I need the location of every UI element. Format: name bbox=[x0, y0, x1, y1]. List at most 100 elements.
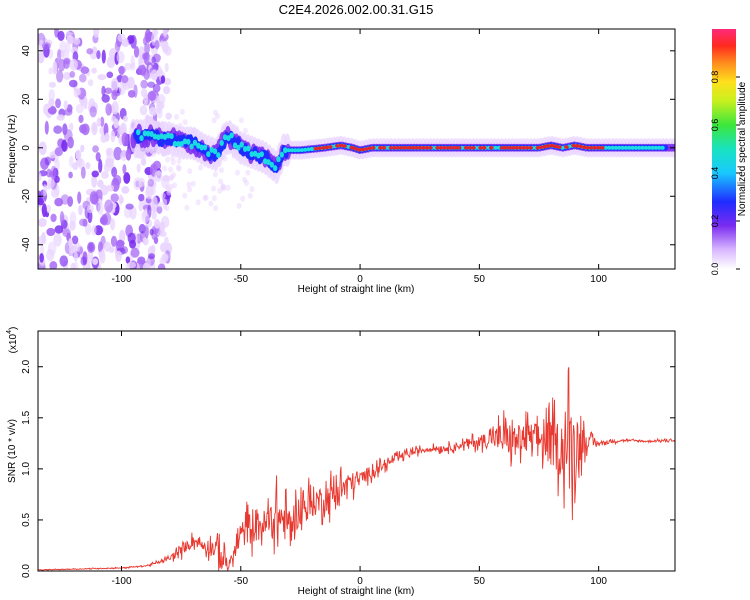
spectrogram-core bbox=[156, 134, 161, 141]
spectrogram-peak bbox=[453, 145, 458, 150]
spectrogram-noise-blob bbox=[91, 224, 97, 236]
x-tick-label: 0 bbox=[357, 576, 363, 587]
spectrogram-core bbox=[299, 148, 305, 153]
spectrogram-noise-blob bbox=[67, 196, 74, 207]
spectrogram-noise-blob bbox=[52, 61, 58, 75]
spectrogram-noise-blob bbox=[120, 150, 128, 162]
spectrogram-noise-blob bbox=[179, 108, 185, 115]
spectrogram-noise-blob bbox=[156, 169, 162, 176]
spectrogram-noise-blob bbox=[89, 106, 97, 118]
spectrogram-peak bbox=[367, 146, 373, 151]
spectrogram-noise-blob bbox=[54, 147, 64, 157]
spectrogram-noise-blob bbox=[133, 177, 142, 191]
spectrogram-peak bbox=[381, 145, 387, 150]
spectrogram-noise-blob bbox=[140, 79, 148, 89]
spectrogram-core bbox=[289, 148, 295, 153]
spectrogram-noise-blob bbox=[95, 152, 101, 162]
spectrogram-noise-blob bbox=[124, 62, 132, 71]
spectrogram-peak bbox=[546, 144, 551, 148]
spectrogram-noise-blob bbox=[38, 197, 44, 206]
spectrogram-noise-blob bbox=[164, 184, 170, 191]
x-tick-label: -50 bbox=[234, 274, 249, 285]
spectrogram-core bbox=[159, 133, 164, 140]
spectrogram-noise-blob bbox=[48, 88, 55, 102]
spectrogram-noise-blob bbox=[115, 240, 125, 247]
spectrogram-peak bbox=[377, 145, 383, 150]
spectrogram-noise-blob bbox=[55, 98, 61, 109]
spectrogram-peak bbox=[356, 148, 362, 152]
spectrogram-peak bbox=[564, 145, 569, 149]
spectrogram-core bbox=[149, 131, 154, 138]
spectrogram-noise-blob bbox=[156, 205, 163, 214]
spectrogram-noise-blob bbox=[59, 211, 65, 225]
spectrogram-noise-blob bbox=[126, 76, 135, 89]
spectrogram-core bbox=[209, 146, 214, 153]
spectrogram-peak bbox=[313, 146, 319, 151]
spectrogram-noise-blob bbox=[203, 194, 209, 201]
snr-y-multiplier-exp: 4 bbox=[6, 330, 13, 334]
spectrogram-noise-blob bbox=[118, 194, 123, 205]
spectrogram-noise-blob bbox=[111, 166, 118, 178]
spectrogram-core bbox=[202, 144, 208, 151]
spectrogram-core bbox=[603, 145, 609, 150]
spectrogram-noise-blob bbox=[124, 38, 129, 46]
spectrogram-noise-blob bbox=[38, 141, 47, 156]
spectrogram-noise-blob bbox=[162, 29, 168, 36]
x-tick-label: -100 bbox=[111, 576, 131, 587]
spectrogram-core bbox=[189, 143, 194, 150]
spectrogram-noise-blob bbox=[119, 229, 126, 243]
spectrogram-core bbox=[647, 145, 652, 150]
snr-series-line bbox=[38, 367, 675, 571]
spectrogram-noise-blob bbox=[211, 195, 217, 202]
spectrogram-peak bbox=[510, 145, 516, 150]
y-tick-label: 40 bbox=[21, 45, 32, 57]
spectrogram-peak bbox=[571, 143, 577, 148]
spectrogram-noise-blob bbox=[92, 258, 99, 266]
spectrogram-noise-blob bbox=[127, 261, 136, 269]
spectrogram-noise-blob bbox=[60, 194, 70, 205]
colorbar-gradient bbox=[712, 29, 736, 269]
spectrogram-noise-blob bbox=[117, 33, 126, 43]
spectrogram-noise-blob bbox=[60, 49, 70, 61]
spectrogram-core bbox=[266, 159, 271, 166]
spectrogram-noise-blob bbox=[168, 175, 174, 182]
spectrogram-noise-blob bbox=[127, 34, 135, 44]
spectrogram-peak bbox=[488, 145, 494, 150]
spectrogram-peak bbox=[352, 146, 358, 151]
spectrogram-noise-blob bbox=[218, 167, 224, 174]
spectrogram-noise-blob bbox=[106, 71, 114, 79]
spectrogram-noise-blob bbox=[92, 145, 99, 153]
spectrogram-noise-blob bbox=[184, 204, 190, 211]
spectrogram-noise-blob bbox=[154, 40, 160, 50]
spectrogram-peak bbox=[435, 145, 441, 150]
spectrogram-noise-blob bbox=[249, 186, 255, 193]
spectrogram-peak bbox=[556, 145, 562, 149]
spectrogram-core bbox=[252, 150, 258, 157]
spectrogram-peak bbox=[438, 145, 444, 150]
spectrogram-core bbox=[146, 130, 151, 137]
spectrogram-peak bbox=[445, 145, 451, 150]
spectrogram-noise-blob bbox=[97, 74, 107, 81]
spectrogram-noise-blob bbox=[160, 75, 166, 84]
spectrogram-noise-blob bbox=[103, 163, 111, 173]
spectrogram-noise-blob bbox=[104, 87, 113, 94]
spectrogram-noise-blob bbox=[187, 168, 193, 175]
spectrogram-noise-blob bbox=[110, 78, 119, 92]
spectrogram-noise-blob bbox=[164, 205, 170, 212]
spectrogram-peak bbox=[517, 145, 523, 150]
spectrogram-peak bbox=[324, 145, 330, 150]
spectrogram-noise-blob bbox=[122, 164, 127, 175]
spectrogram-core bbox=[142, 130, 148, 137]
spectrogram-noise-blob bbox=[140, 157, 147, 166]
spectrogram-core bbox=[660, 145, 665, 150]
spectrogram-noise-blob bbox=[163, 86, 171, 95]
spectrogram-noise-blob bbox=[123, 172, 131, 184]
spectrogram-noise-blob bbox=[57, 48, 62, 62]
spectrogram-noise-blob bbox=[176, 158, 182, 165]
spectrogram-core bbox=[303, 147, 308, 152]
spectrogram-noise-blob bbox=[98, 158, 103, 173]
spectrogram-noise-blob bbox=[50, 165, 57, 180]
spectrogram-core bbox=[179, 140, 184, 147]
spectrogram-core bbox=[606, 145, 612, 150]
spectrogram-noise-blob bbox=[170, 159, 176, 166]
